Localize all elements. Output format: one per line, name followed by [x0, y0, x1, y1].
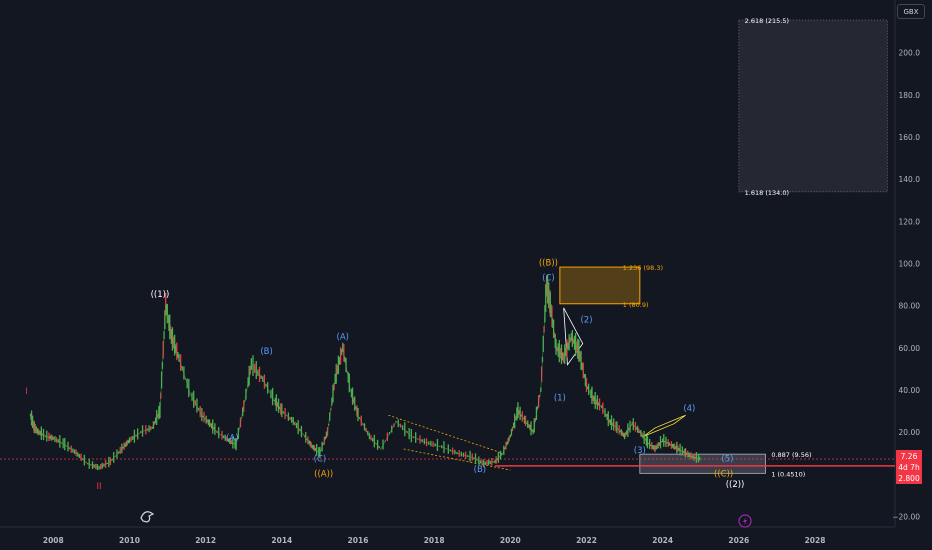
fib-label: 1.236 (98.3): [623, 264, 663, 272]
price-badge: 4d 7h: [898, 463, 920, 472]
fib-label: 1 (80.9): [623, 301, 649, 309]
x-tick-label: 2028: [805, 536, 826, 545]
wave-label[interactable]: (2): [580, 316, 592, 326]
y-tick-label: 40.00: [899, 386, 921, 395]
chart-title: AFC ENERGY ORD GBP0.001 · 1W · LSE: [6, 4, 166, 13]
wave-label[interactable]: ((1)): [151, 290, 170, 300]
wave-label[interactable]: (A): [226, 434, 238, 444]
x-tick-label: 2018: [424, 536, 445, 545]
plot-background: [0, 0, 895, 527]
x-tick-label: 2010: [119, 536, 140, 545]
x-tick-label: 2012: [195, 536, 216, 545]
wave-label[interactable]: (C): [542, 273, 555, 283]
fib-label: 1.618 (134.0): [745, 189, 789, 197]
x-tick-label: 2014: [271, 536, 292, 545]
y-tick-label: −20.00: [892, 512, 920, 521]
wave-label[interactable]: (5): [721, 455, 733, 465]
y-tick-label: 80.00: [899, 302, 921, 311]
wave-label[interactable]: (B): [474, 465, 486, 475]
tradingview-logo-icon: [140, 511, 155, 523]
triangle-pattern[interactable]: [563, 307, 584, 366]
wave-label[interactable]: ((2)): [726, 480, 745, 490]
x-tick-label: 2026: [728, 536, 749, 545]
fib-zone-support[interactable]: [639, 453, 766, 474]
wave-label[interactable]: II: [97, 482, 102, 492]
fib-label: 0.887 (9.56): [771, 451, 811, 459]
price-badge: 2.800: [898, 474, 920, 483]
x-tick-label: 2020: [500, 536, 521, 545]
wave-label[interactable]: (3): [634, 446, 646, 456]
wave-label[interactable]: (C): [314, 455, 327, 465]
fib-zone-orange[interactable]: [559, 266, 641, 305]
wave-label[interactable]: (4): [683, 404, 695, 414]
price-badge-bg: [896, 450, 922, 462]
price-badge: 7.26: [901, 452, 918, 461]
y-tick-label: 140.0: [899, 175, 921, 184]
channel-bottom-line[interactable]: [403, 448, 511, 471]
wave-label[interactable]: I: [25, 387, 28, 397]
price-badge-bg: [896, 472, 922, 484]
y-tick-label: 60.00: [899, 344, 921, 353]
flag-pattern[interactable]: [643, 414, 686, 437]
fib-zone-target[interactable]: [738, 19, 888, 193]
channel-top-line[interactable]: [388, 414, 503, 454]
y-tick-label: 120.0: [899, 217, 921, 226]
wave-label[interactable]: (1): [554, 394, 566, 404]
price-series-line: [30, 284, 701, 469]
x-tick-label: 2022: [576, 536, 597, 545]
y-tick-label: 200.0: [899, 49, 921, 58]
x-tick-label: 2008: [43, 536, 64, 545]
wave-label[interactable]: ((A)): [314, 469, 333, 479]
currency-button[interactable]: GBX: [897, 4, 925, 19]
lightning-icon[interactable]: [738, 514, 752, 528]
y-tick-label: 100.0: [899, 260, 921, 269]
fib-label: 2.618 (215.5): [745, 17, 789, 25]
y-tick-label: 20.00: [899, 428, 921, 437]
x-tick-label: 2024: [652, 536, 673, 545]
wave-label[interactable]: (A): [337, 332, 349, 342]
x-tick-label: 2016: [348, 536, 369, 545]
fib-label: 1 (0.4510): [771, 470, 805, 478]
price-badge-bg: [896, 461, 922, 473]
wave-label[interactable]: ((B)): [539, 259, 558, 269]
wave-label[interactable]: (B): [260, 347, 272, 357]
y-tick-label: 180.0: [899, 91, 921, 100]
y-tick-label: 160.0: [899, 133, 921, 142]
wave-label[interactable]: ((C)): [714, 469, 733, 479]
